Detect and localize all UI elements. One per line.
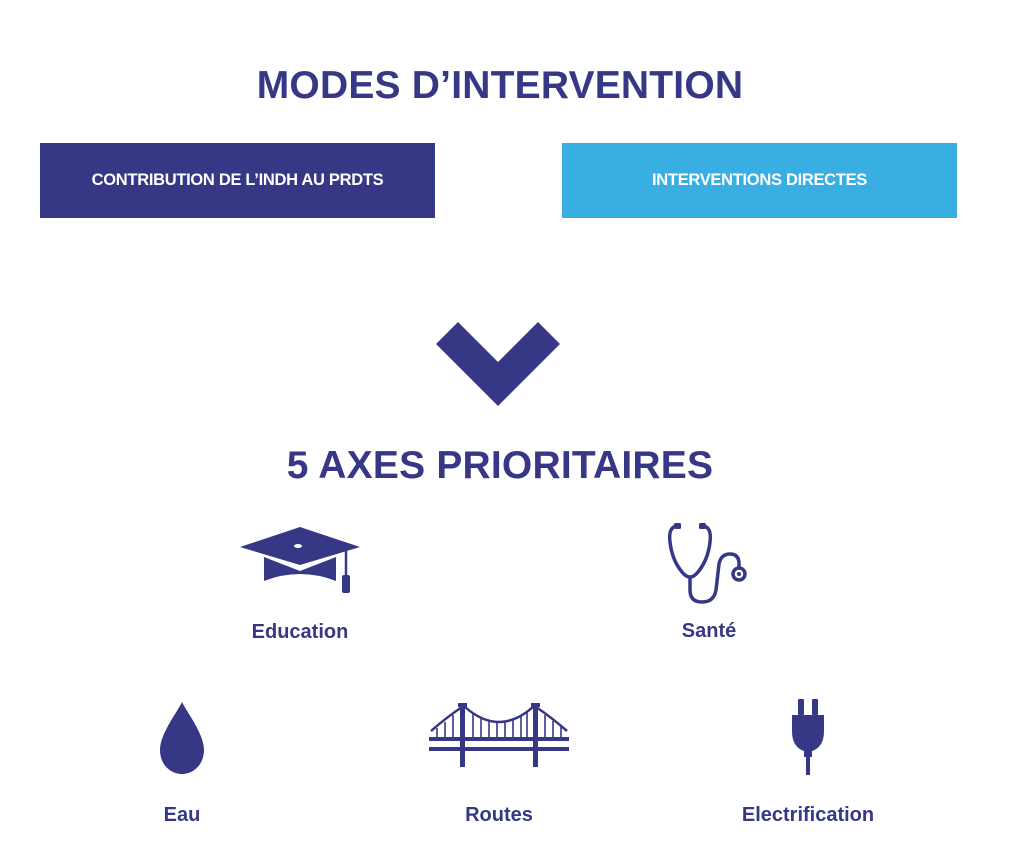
modes-title: MODES D’INTERVENTION [256, 64, 744, 107]
mode-contribution-box: CONTRIBUTION DE L’INDH AU PRDTS [40, 143, 435, 218]
water-drop-icon [160, 702, 204, 774]
axis-routes: Routes [399, 703, 599, 830]
axis-sante: Santé [609, 520, 809, 645]
graduation-cap-icon [240, 527, 360, 593]
chevron-down-icon [436, 322, 560, 406]
axes-title: 5 AXES PRIORITAIRES [286, 444, 714, 487]
bridge-icon [429, 703, 569, 767]
axis-label-electrification: Electrification [741, 804, 875, 826]
mode-contribution-label: CONTRIBUTION DE L’INDH AU PRDTS [91, 171, 384, 189]
axis-electrification: Electrification [708, 697, 908, 830]
axis-label-sante: Santé [681, 620, 737, 642]
mode-directes-box: INTERVENTIONS DIRECTES [562, 143, 957, 218]
axis-eau: Eau [82, 700, 282, 830]
mode-directes-label: INTERVENTIONS DIRECTES [652, 171, 867, 189]
axis-label-routes: Routes [465, 804, 533, 826]
axis-label-eau: Eau [163, 804, 201, 826]
stethoscope-icon [667, 523, 747, 604]
power-plug-icon [792, 699, 824, 775]
axis-education: Education [200, 525, 400, 645]
axis-label-education: Education [251, 621, 349, 643]
